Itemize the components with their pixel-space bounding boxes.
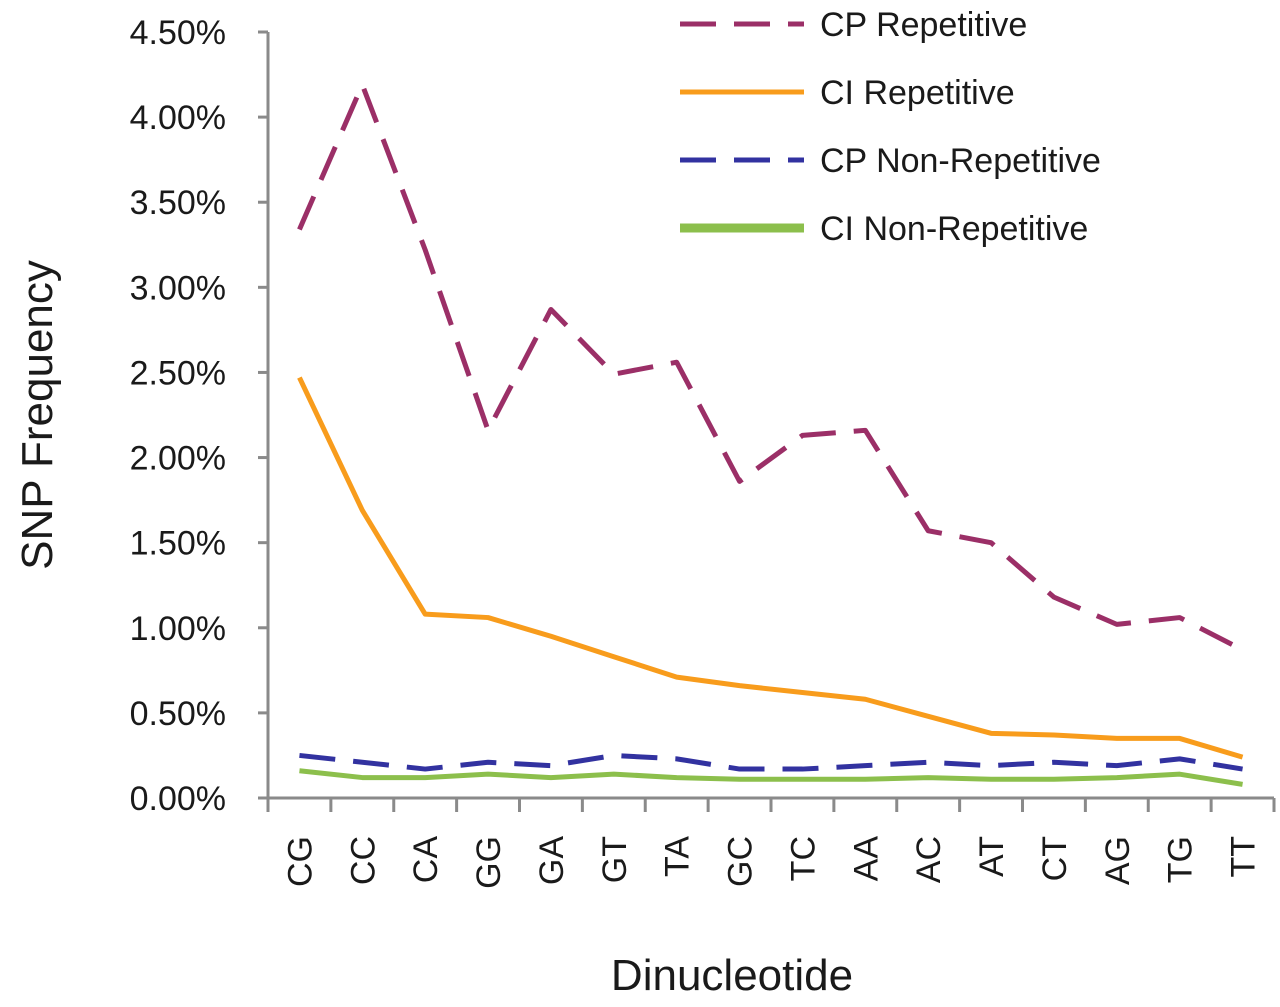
series-line: [297, 82, 1244, 653]
series-line: [297, 376, 1244, 760]
series-line: [299, 752, 1243, 772]
y-axis-title: SNP Frequency: [13, 260, 62, 570]
x-tick-label: CG: [281, 836, 319, 887]
series-line: [299, 768, 1243, 787]
y-tick-label: 2.50%: [130, 354, 226, 392]
y-tick-label: 2.00%: [130, 440, 226, 478]
y-tick-label: 1.00%: [130, 610, 226, 648]
x-tick-label: AA: [847, 836, 885, 882]
x-tick-label: AT: [973, 836, 1011, 877]
x-tick-label: TT: [1225, 836, 1263, 878]
y-tick-label: 3.00%: [130, 269, 226, 307]
legend-label: CI Repetitive: [820, 74, 1015, 112]
x-tick-label: GT: [596, 836, 634, 883]
x-tick-label: TA: [659, 836, 697, 877]
x-tick-label: TG: [1162, 836, 1200, 883]
x-tick-label: AG: [1099, 836, 1137, 885]
x-tick-label: TC: [784, 836, 822, 881]
legend-label: CP Non-Repetitive: [820, 142, 1101, 180]
x-tick-label: CT: [1036, 836, 1074, 881]
x-tick-label: CC: [344, 836, 382, 885]
y-tick-label: 0.00%: [130, 780, 226, 818]
y-tick-label: 4.50%: [130, 14, 226, 52]
y-tick-label: 1.50%: [130, 525, 226, 563]
x-tick-label: AC: [910, 836, 948, 883]
legend-label: CP Repetitive: [820, 6, 1027, 44]
x-axis-title: Dinucleotide: [611, 951, 853, 1000]
x-tick-label: GG: [470, 836, 508, 889]
y-tick-label: 4.00%: [130, 99, 226, 137]
legend-label: CI Non-Repetitive: [820, 210, 1088, 248]
x-tick-label: CA: [407, 836, 445, 884]
x-tick-label: GC: [722, 836, 760, 887]
y-tick-label: 3.50%: [130, 184, 226, 222]
y-tick-label: 0.50%: [130, 695, 226, 733]
x-tick-label: GA: [533, 836, 571, 885]
